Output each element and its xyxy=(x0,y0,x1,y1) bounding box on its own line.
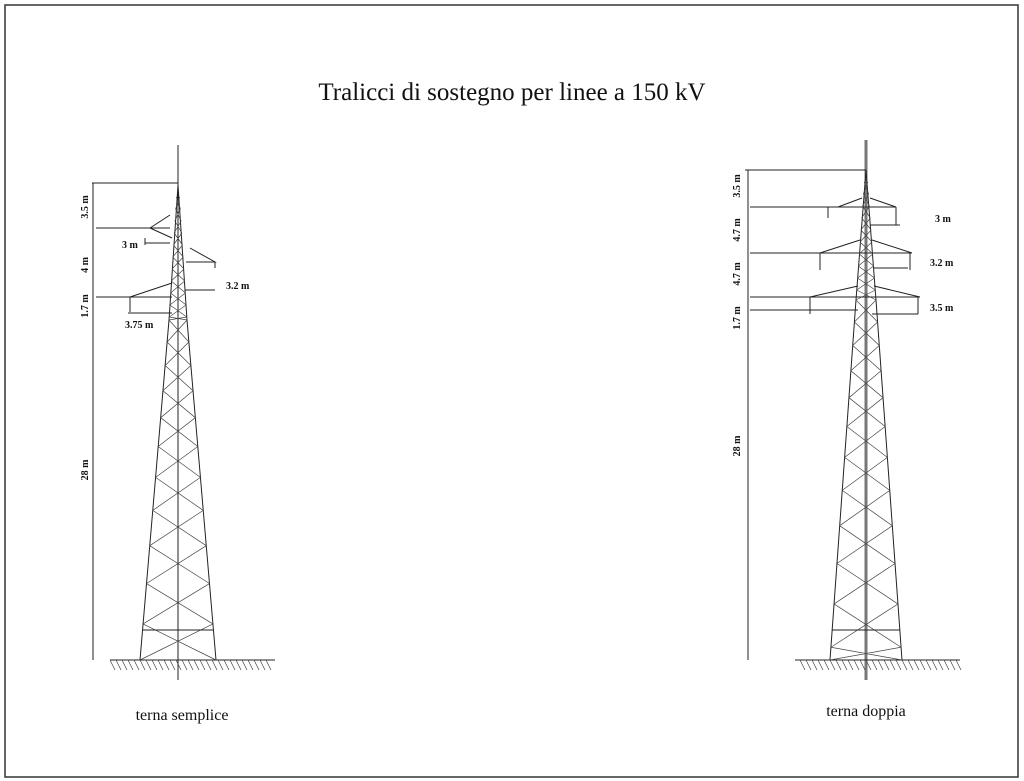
vertical-dimension: 4.7 m xyxy=(732,218,743,242)
horizontal-dimension: 3.75 m xyxy=(125,320,154,331)
horizontal-dimension: 3.2 m xyxy=(226,281,250,292)
tower-single: 3.5 m 4 m 1.7 m 28 m 3 m 3.2 m 3.75 m te… xyxy=(80,145,275,724)
crossarm xyxy=(185,247,217,291)
horizontal-dimension: 3 m xyxy=(122,240,139,251)
vertical-dimension: 3.5 m xyxy=(80,195,91,219)
caption: terna semplice xyxy=(136,707,229,724)
vertical-dimension: 1.7 m xyxy=(732,306,743,330)
bracing xyxy=(829,181,903,661)
crossarm xyxy=(96,282,173,314)
horizontal-dimension: 3 m xyxy=(935,214,952,225)
crossarm xyxy=(750,197,900,226)
horizontal-dimension: 3.5 m xyxy=(930,303,954,314)
caption: terna doppia xyxy=(826,703,906,720)
vertical-dimension: 28 m xyxy=(80,459,91,481)
vertical-dimension: 4 m xyxy=(80,256,91,273)
title: Tralicci di sostegno per linee a 150 kV xyxy=(318,79,705,106)
horizontal-dimension: 3.2 m xyxy=(930,258,954,269)
tower-double: 3.5 m 4.7 m 4.7 m 1.7 m 28 m 3 m 3.2 m 3… xyxy=(732,140,962,720)
vertical-dimension: 1.7 m xyxy=(80,294,91,318)
vertical-dimension: 28 m xyxy=(732,435,743,457)
vertical-dimension: 4.7 m xyxy=(732,262,743,286)
bracing xyxy=(139,196,217,661)
ground-hatch xyxy=(109,659,272,671)
crossarm xyxy=(96,214,173,245)
crossarm xyxy=(750,239,913,270)
ground-hatch xyxy=(799,659,962,671)
vertical-dimension: 3.5 m xyxy=(732,174,743,198)
crossarm xyxy=(750,285,921,315)
